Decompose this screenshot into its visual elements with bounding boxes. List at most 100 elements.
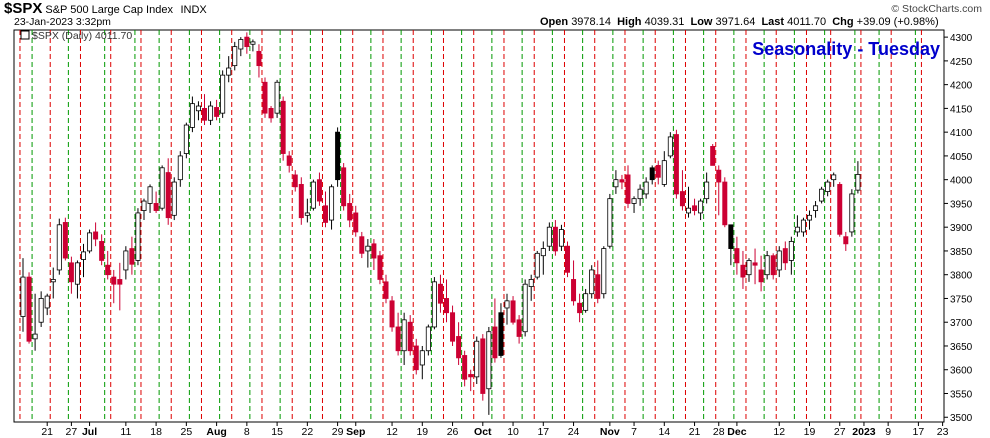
x-tick-label: 21	[689, 426, 701, 438]
watermark: © StockCharts.com	[891, 3, 982, 15]
candle-body	[855, 174, 861, 191]
candle-body	[667, 136, 673, 157]
candle-body	[825, 181, 831, 192]
candle-body	[552, 226, 558, 252]
candle-body	[389, 300, 395, 328]
candle-body	[226, 67, 232, 76]
candle-body	[407, 321, 413, 352]
candle-body	[425, 326, 431, 352]
y-tick-label: 4000	[950, 176, 973, 187]
ohlc-readout: Open 3978.14 High 4039.31 Low 3971.64 La…	[540, 16, 939, 28]
x-tick-label: 17	[913, 426, 925, 438]
candle-body	[32, 333, 38, 340]
candle-body	[474, 340, 480, 378]
candle-body	[450, 312, 456, 342]
candle-body	[74, 262, 80, 285]
candle-body	[359, 236, 365, 254]
candle-body	[534, 252, 540, 278]
x-tick-label: 18	[150, 426, 162, 438]
x-tick-label: 11	[120, 426, 131, 438]
candle-body	[304, 212, 310, 216]
candle-body	[220, 74, 226, 114]
ticker-symbol: $SPX	[4, 0, 43, 17]
candle-body	[244, 36, 250, 48]
candle-body	[577, 302, 583, 314]
candle-body	[807, 214, 813, 221]
candle-body	[135, 212, 141, 261]
candle-body	[177, 155, 183, 181]
candle-body	[68, 262, 74, 283]
x-tick-label: 12	[773, 426, 785, 438]
x-tick-label: 2023	[852, 426, 876, 438]
x-tick-label: 25	[181, 426, 193, 438]
candle-body	[679, 191, 685, 207]
y-tick-label: 3650	[950, 342, 973, 353]
candle-body	[794, 226, 800, 233]
candle-body	[117, 279, 123, 285]
candle-body	[50, 279, 56, 283]
candle-body	[105, 264, 111, 276]
candle-body	[595, 274, 601, 299]
candle-body	[510, 300, 516, 323]
candle-body	[56, 224, 62, 271]
y-tick-label: 3750	[950, 294, 973, 305]
candle-body	[462, 355, 468, 380]
candle-body	[26, 276, 32, 342]
candle-body	[686, 207, 692, 214]
candle-body	[637, 188, 643, 200]
x-axis: 21 27 Jul 11 18 25 Aug 8 15 22 29 Sep 12 19 26 Oct 10 17 2…	[41, 422, 949, 438]
candle-body	[661, 160, 667, 185]
candle-body	[504, 300, 510, 309]
candle-body	[673, 134, 679, 195]
candle-body	[528, 279, 534, 287]
candle-body	[165, 172, 171, 219]
chart-header: $SPX S&P 500 Large Cap Index INDX	[4, 0, 207, 18]
candle-body	[565, 245, 571, 273]
candle-body	[788, 241, 794, 261]
candle-body	[238, 39, 244, 50]
candle-body	[837, 184, 843, 235]
candle-body	[44, 295, 50, 309]
candle-body	[437, 283, 443, 304]
candle-body	[583, 293, 589, 311]
candle-body	[62, 222, 68, 259]
candle-body	[649, 167, 655, 181]
candle-body	[631, 198, 637, 204]
candle-body	[183, 124, 189, 154]
y-tick-label: 3900	[950, 223, 973, 234]
y-tick-label: 4250	[950, 57, 973, 68]
chg-value: +39.09 (+0.98%)	[856, 16, 939, 28]
candle-body	[456, 336, 462, 359]
candle-body	[704, 181, 710, 200]
candle-body	[329, 186, 335, 221]
candle-body	[310, 181, 316, 209]
candle-body	[341, 167, 347, 207]
candle-body	[813, 205, 819, 211]
candle-body	[347, 203, 353, 221]
x-tick-label: 17	[537, 426, 549, 438]
index-description: S&P 500 Large Cap Index	[45, 4, 173, 16]
candle-body	[613, 179, 619, 188]
candle-body	[38, 298, 44, 323]
candle-body	[250, 41, 256, 45]
candle-body	[195, 105, 201, 112]
candle-body	[468, 374, 474, 378]
candle-body	[558, 229, 564, 247]
low-label: Low	[690, 16, 713, 28]
y-tick-label: 3700	[950, 318, 973, 329]
candle-body	[365, 245, 371, 252]
candle-body	[87, 232, 93, 252]
candle-body	[322, 205, 328, 223]
chart-datetime: 23-Jan-2023 3:32pm	[14, 16, 111, 28]
legend-swatch	[20, 30, 30, 40]
open-value: 3978.14	[571, 16, 611, 28]
candle-body	[316, 179, 322, 202]
candle-body	[111, 276, 117, 285]
candle-body	[776, 250, 782, 271]
candle-body	[419, 350, 425, 366]
chg-label: Chg	[832, 16, 854, 28]
candle-body	[141, 200, 147, 211]
candle-body	[571, 279, 577, 302]
candle-body	[752, 262, 758, 266]
